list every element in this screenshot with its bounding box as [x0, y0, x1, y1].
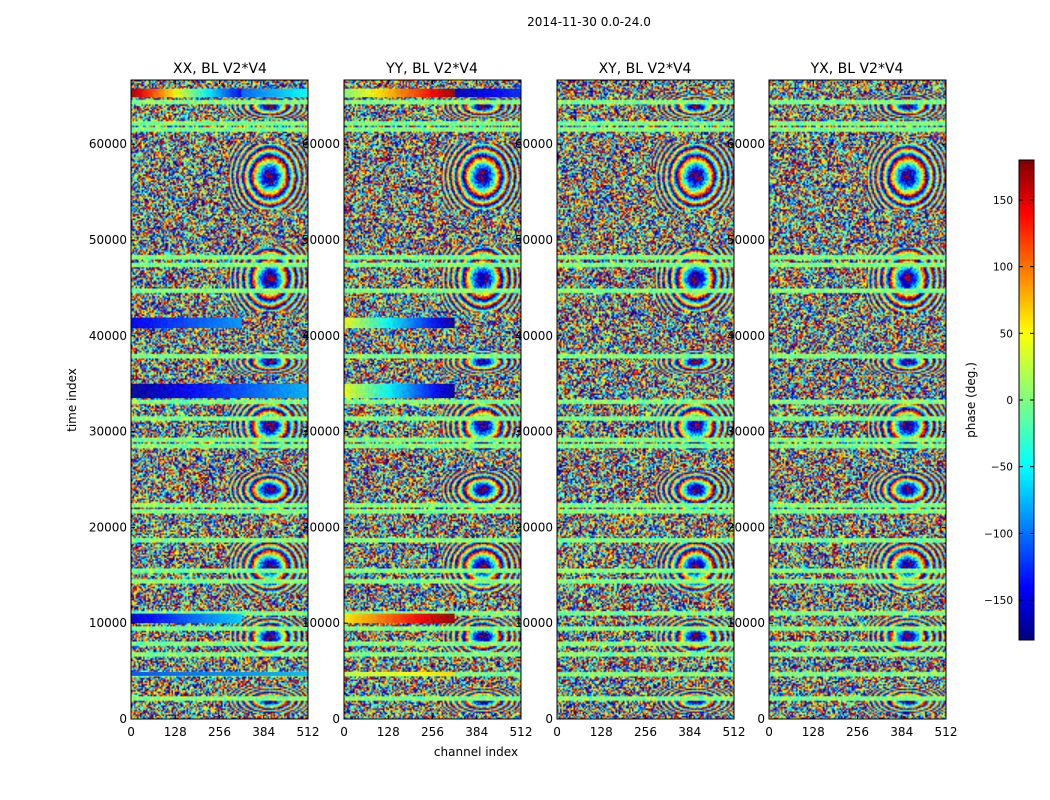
x-tick-label: 128: [164, 725, 187, 739]
y-tick-label: 40000: [302, 329, 340, 343]
y-tick-label: 50000: [727, 233, 765, 247]
x-tick-label: 256: [634, 725, 657, 739]
panel-body: 0 128 256 384 512 0 10000 20000 30000 40000 50000 6…: [515, 79, 746, 739]
colorbar-tick-label: −100: [984, 528, 1013, 540]
y-tick-label: 50000: [89, 233, 127, 247]
y-tick-label: 30000: [515, 425, 553, 439]
colorbar-tick-label: −50: [991, 462, 1013, 474]
x-tick-label: 256: [208, 725, 231, 739]
y-tick-label: 30000: [302, 425, 340, 439]
phase-band: [131, 613, 242, 624]
panel-body: 0 128 256 384 512 0 10000 20000 30000 40000 50000 6…: [302, 79, 533, 739]
phase-band: [131, 317, 242, 329]
x-tick-label: 512: [935, 725, 958, 739]
x-tick-label: 256: [846, 725, 869, 739]
colorbar-label: phase (deg.): [964, 362, 978, 438]
y-tick-label: 30000: [727, 425, 765, 439]
phase-band: [241, 88, 308, 98]
y-tick-label: 20000: [302, 520, 340, 534]
y-tick-label: 0: [332, 712, 340, 726]
y-tick-label: 20000: [89, 520, 127, 534]
panel-body: 0 128 256 384 512 0 10000 20000 30000 40000 50000 6…: [727, 79, 958, 739]
y-axis-label: time index: [65, 368, 79, 432]
x-tick-label: 0: [340, 725, 348, 739]
phase-heatmap: [344, 80, 521, 719]
x-tick-label: 0: [765, 725, 773, 739]
y-tick-label: 50000: [515, 233, 553, 247]
phase-heatmap: [769, 80, 946, 719]
x-tick-label: 0: [553, 725, 561, 739]
colorbar-tick-label: 0: [1006, 395, 1013, 407]
phase-band: [344, 317, 455, 329]
y-tick-label: 50000: [302, 233, 340, 247]
colorbar: 150 100 50 0 −50 −100 −150 phase (deg.): [964, 159, 1035, 641]
x-tick-label: 384: [252, 725, 275, 739]
phase-band: [344, 613, 455, 624]
panel-title: XY, BL V2*V4: [599, 61, 692, 77]
colorbar-tick-label: −150: [984, 595, 1013, 607]
phase-heatmap: [131, 80, 308, 719]
y-tick-label: 60000: [727, 137, 765, 151]
y-tick-label: 20000: [727, 520, 765, 534]
colorbar-tick-label: 150: [993, 195, 1013, 207]
y-tick-label: 30000: [89, 425, 127, 439]
phase-band: [454, 88, 521, 98]
panel-xy: XY, BL V2*V4 0 128 256 384 512 0 10000 20000 300…: [515, 61, 746, 739]
y-tick-label: 60000: [515, 137, 553, 151]
panel-title: XX, BL V2*V4: [173, 61, 267, 77]
y-tick-label: 10000: [727, 616, 765, 630]
x-tick-label: 128: [377, 725, 400, 739]
panel-xx: XX, BL V2*V4 0 128 256 384 512 0 10000 20000 300…: [89, 61, 320, 739]
phase-band: [131, 672, 308, 676]
x-tick-label: 0: [127, 725, 135, 739]
x-axis-label: channel index: [434, 745, 518, 759]
y-tick-label: 20000: [515, 520, 553, 534]
panel-title: YX, BL V2*V4: [810, 61, 904, 77]
panel-yy: YY, BL V2*V4 0 128 256 384 512 0 10000 20000 300…: [302, 61, 533, 739]
x-tick-label: 512: [510, 725, 533, 739]
panel-yx: YX, BL V2*V4 0 128 256 384 512 0 10000 20000 300…: [727, 61, 958, 739]
y-tick-label: 60000: [302, 137, 340, 151]
x-tick-label: 128: [802, 725, 825, 739]
y-tick-label: 10000: [89, 616, 127, 630]
y-tick-label: 60000: [89, 137, 127, 151]
x-tick-label: 384: [678, 725, 701, 739]
phase-band: [131, 383, 308, 399]
phase-band: [344, 88, 455, 98]
x-tick-label: 384: [890, 725, 913, 739]
y-tick-label: 40000: [89, 329, 127, 343]
y-tick-label: 0: [119, 712, 127, 726]
y-tick-label: 10000: [515, 616, 553, 630]
y-tick-label: 40000: [727, 329, 765, 343]
x-tick-label: 384: [465, 725, 488, 739]
x-tick-label: 128: [590, 725, 613, 739]
panel-body: 0 128 256 384 512 0 10000 20000 30000 40000 50000 6…: [89, 79, 320, 739]
phase-band: [344, 383, 455, 399]
x-tick-label: 512: [723, 725, 746, 739]
figure-title: 2014-11-30 0.0-24.0: [527, 15, 651, 29]
x-tick-label: 256: [421, 725, 444, 739]
colorbar-tick-label: 100: [993, 262, 1013, 274]
panel-title: YY, BL V2*V4: [385, 61, 478, 77]
phase-band: [344, 672, 455, 676]
y-tick-label: 0: [757, 712, 765, 726]
y-tick-label: 40000: [515, 329, 553, 343]
colorbar-tick-label: 50: [1000, 328, 1013, 340]
y-tick-label: 0: [545, 712, 553, 726]
phase-heatmap: [557, 80, 734, 719]
x-tick-label: 512: [297, 725, 320, 739]
phase-band: [131, 88, 242, 98]
y-tick-label: 10000: [302, 616, 340, 630]
